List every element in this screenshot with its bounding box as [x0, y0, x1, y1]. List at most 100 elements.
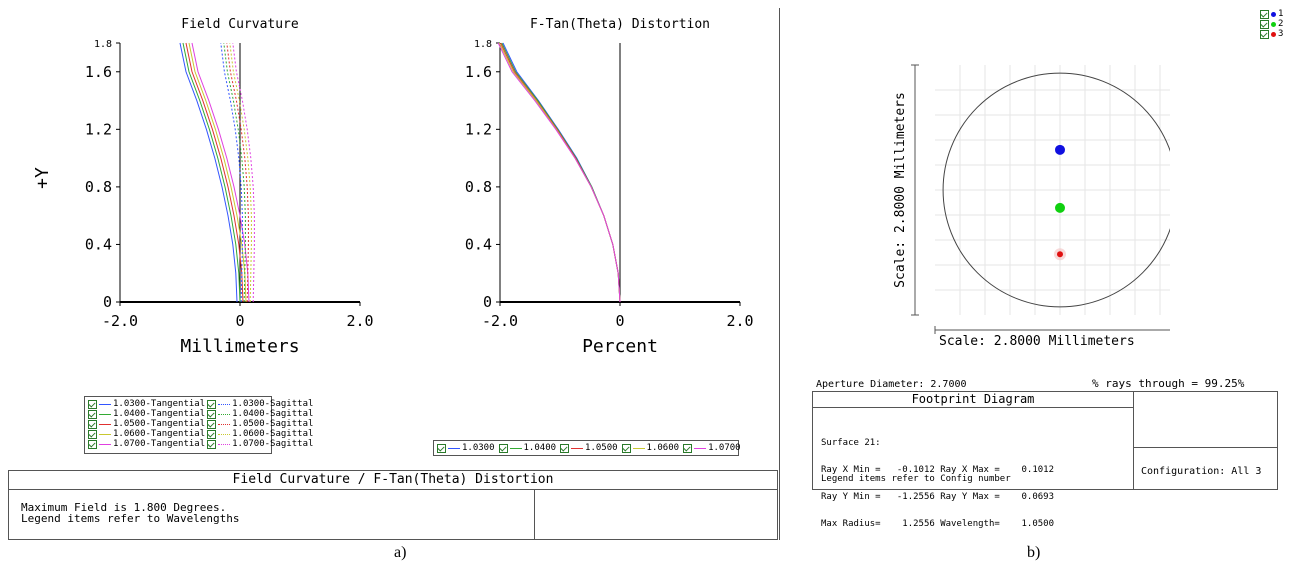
x-tick-label: -2.0	[102, 312, 138, 330]
legend-dot-icon	[1271, 31, 1276, 37]
legend-swatch	[571, 447, 584, 449]
y-tick-label: 1.6	[465, 63, 492, 81]
checkbox-icon[interactable]	[207, 399, 217, 409]
y-tick-label: 0.4	[465, 235, 492, 253]
checkbox-icon[interactable]	[88, 439, 97, 449]
fc-legend-item[interactable]: 1.0500-Sagittal	[207, 419, 313, 429]
legend-swatch	[509, 447, 522, 449]
checkbox-icon[interactable]	[207, 409, 217, 419]
y-axis-label: +Y	[32, 167, 53, 189]
field-curvature-legend[interactable]: 1.0300-Tangential 1.0300-Sagittal 1.0400-T…	[84, 396, 313, 454]
legend-label: 1.0600-Tangential	[113, 429, 206, 439]
series-line-5	[497, 42, 621, 303]
legend-dot-icon	[1271, 21, 1276, 27]
footprint-legend-item[interactable]: 1	[1260, 9, 1286, 19]
distortion-legend-item[interactable]: 1.0500	[560, 443, 618, 453]
legend-label: 1.0700	[708, 443, 741, 453]
fc-legend-item[interactable]: 1.0400-Sagittal	[207, 409, 313, 419]
x-tick-label: 0	[235, 312, 244, 330]
series-line-4	[188, 42, 247, 303]
series-line-3	[185, 42, 244, 303]
x-tick-label: 2.0	[346, 312, 373, 330]
checkbox-icon[interactable]	[1260, 9, 1269, 19]
fc-legend-item[interactable]: 1.0600-Tangential	[88, 429, 205, 439]
footprint-legend-item[interactable]: 3	[1260, 29, 1286, 39]
y-scale-label: Scale: 2.8000 Millimeters	[893, 92, 908, 288]
fc-panel-title: Field Curvature / F-Tan(Theta) Distortio…	[9, 471, 777, 490]
checkbox-icon[interactable]	[88, 429, 97, 439]
legend-swatch	[218, 443, 231, 445]
fc-legend-item[interactable]: 1.0600-Sagittal	[207, 429, 313, 439]
checkbox-icon[interactable]	[88, 409, 97, 419]
x-scale-label: Scale: 2.8000 Millimeters	[939, 334, 1135, 345]
y-tick-label: 1.8	[474, 39, 492, 50]
fp-info-panel: Footprint Diagram Surface 21: Ray X Min …	[812, 391, 1278, 529]
x-axis-label: Percent	[582, 336, 658, 357]
series-line-9	[229, 42, 252, 303]
y-tick-label: 0	[103, 293, 112, 311]
aperture-text: Aperture Diameter: 2.7000	[816, 379, 967, 390]
series-line-7	[223, 42, 246, 303]
y-tick-label: 1.8	[94, 39, 112, 50]
checkbox-icon[interactable]	[1260, 29, 1269, 39]
distortion-legend-item[interactable]: 1.0400	[498, 443, 556, 453]
checkbox-icon[interactable]	[1260, 19, 1269, 29]
checkbox-icon[interactable]	[683, 443, 693, 453]
configuration-text: Configuration: All 3	[1141, 466, 1262, 477]
distortion-legend[interactable]: 1.0300 1.0400 1.0500 1.0600 1.0700	[433, 440, 741, 456]
legend-swatch	[99, 433, 111, 435]
checkbox-icon[interactable]	[88, 419, 97, 429]
legend-label: 1	[1278, 9, 1284, 19]
checkbox-icon[interactable]	[207, 429, 217, 439]
legend-dot-icon	[1271, 11, 1276, 17]
fc-legend-item[interactable]: 1.0700-Sagittal	[207, 439, 313, 449]
fc-legend-item[interactable]: 1.0400-Tangential	[88, 409, 205, 419]
fc-legend-item[interactable]: 1.0300-Tangential	[88, 399, 205, 409]
ray-x-row: Ray X Min = -0.1012 Ray X Max = 0.1012	[821, 465, 1054, 475]
checkbox-icon[interactable]	[207, 439, 217, 449]
series-line-5	[191, 42, 250, 303]
point-config-2	[1055, 202, 1065, 213]
series-line-3	[500, 42, 621, 303]
checkbox-icon[interactable]	[498, 443, 508, 453]
distortion-legend-item[interactable]: 1.0300	[437, 443, 495, 453]
aperture-circle	[942, 72, 1170, 308]
checkbox-icon[interactable]	[88, 399, 97, 409]
distortion-legend-item[interactable]: 1.0600	[621, 443, 679, 453]
fc-legend-item[interactable]: 1.0700-Tangential	[88, 439, 205, 449]
legend-swatch	[448, 447, 460, 449]
x-tick-label: 2.0	[726, 312, 753, 330]
legend-label: 1.0400-Tangential	[113, 409, 206, 419]
checkbox-icon[interactable]	[560, 443, 570, 453]
fc-legend-item[interactable]: 1.0300-Sagittal	[207, 399, 313, 409]
legend-swatch	[99, 413, 111, 415]
series-line-6	[220, 42, 243, 303]
legend-label: 3	[1278, 29, 1284, 39]
x-tick-label: 0	[615, 312, 624, 330]
legend-label: 1.0500-Tangential	[113, 419, 206, 429]
checkbox-icon[interactable]	[437, 443, 446, 453]
legend-swatch	[99, 443, 111, 445]
series-line-4	[498, 42, 621, 303]
legend-label: 2	[1278, 19, 1284, 29]
y-tick-label: 0.8	[85, 178, 112, 196]
chart-title: F-Tan(Theta) Distortion	[530, 17, 710, 32]
legend-swatch	[218, 433, 231, 435]
checkbox-icon[interactable]	[207, 419, 217, 429]
point-config-1	[1055, 144, 1065, 155]
footprint-legend-item[interactable]: 2	[1260, 19, 1286, 29]
y-tick-label: 0.8	[465, 178, 492, 196]
legend-swatch	[99, 423, 111, 425]
x-axis-label: Millimeters	[180, 336, 299, 357]
legend-swatch	[99, 403, 111, 405]
legend-swatch	[218, 423, 231, 425]
ray-y-row: Ray Y Min = -1.2556 Ray Y Max = 0.0693	[821, 492, 1054, 502]
checkbox-icon[interactable]	[621, 443, 631, 453]
legend-swatch	[632, 447, 645, 449]
distortion-legend-item[interactable]: 1.0700	[683, 443, 741, 453]
legend-note-text: Legend items refer to Wavelengths	[21, 512, 240, 525]
fc-legend-item[interactable]: 1.0500-Tangential	[88, 419, 205, 429]
fp-panel-title: Footprint Diagram	[813, 392, 1133, 408]
legend-label: 1.0700-Sagittal	[232, 439, 314, 449]
